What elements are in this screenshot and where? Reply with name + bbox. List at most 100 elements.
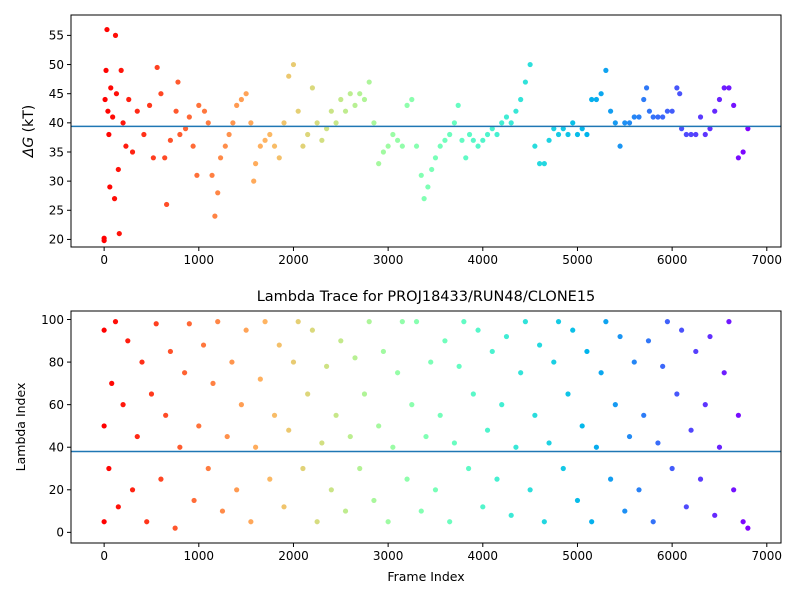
delta-g-point	[735, 155, 742, 161]
lambda-point	[579, 423, 585, 429]
lambda-point	[589, 519, 595, 525]
lambda-point	[707, 333, 713, 340]
lambda-point	[191, 497, 197, 504]
delta-g-point	[589, 96, 595, 103]
lambda-point	[522, 319, 529, 325]
delta-g-point	[466, 131, 473, 138]
delta-g-point	[570, 120, 576, 126]
delta-g-point	[342, 108, 349, 114]
delta-g-x-tick-label: 6000	[657, 253, 688, 267]
lambda-point	[271, 412, 278, 418]
delta-g-point	[110, 114, 116, 120]
delta-g-point	[480, 137, 486, 143]
lambda-point	[688, 427, 694, 433]
lambda-point	[418, 508, 424, 514]
delta-g-point	[404, 102, 410, 108]
lambda-x-tick-label: 3000	[373, 549, 404, 563]
delta-g-point	[222, 143, 228, 149]
lambda-point	[290, 359, 297, 365]
delta-g-point	[626, 120, 633, 126]
delta-g-point	[186, 114, 192, 120]
lambda-point	[172, 525, 178, 531]
lambda-point	[683, 504, 689, 510]
delta-g-point	[463, 155, 469, 161]
delta-g-point	[489, 126, 495, 132]
delta-g-x-tick-label: 3000	[373, 253, 404, 267]
delta-g-point	[175, 79, 181, 85]
lambda-point	[101, 423, 107, 429]
delta-g-point	[641, 96, 647, 103]
lambda-point	[333, 412, 339, 418]
delta-g-point	[731, 102, 737, 108]
lambda-point	[390, 444, 396, 450]
delta-g-point	[612, 120, 618, 126]
delta-g-point	[234, 102, 240, 108]
lambda-point	[560, 465, 566, 472]
lambda-point	[177, 444, 183, 450]
lambda-point	[513, 444, 519, 450]
delta-g-x-tick-label: 2000	[278, 253, 309, 267]
lambda-point	[129, 487, 136, 493]
lambda-point	[276, 342, 282, 348]
delta-g-point	[113, 91, 120, 97]
delta-g-point	[338, 96, 344, 103]
delta-g-point	[271, 143, 278, 149]
delta-g-point	[603, 67, 609, 73]
lambda-point	[693, 348, 699, 355]
delta-g-point	[105, 108, 111, 114]
delta-g-point	[281, 120, 287, 126]
lambda-point	[674, 391, 680, 397]
delta-g-point	[104, 26, 110, 33]
delta-g-point	[584, 131, 590, 138]
lambda-x-axis: 0 1000 2000 3000 4000 5000 6000 7000	[100, 543, 782, 563]
delta-g-panel: 0 1000 2000 3000 4000 5000 6000 7000 20 25 30 35 40…	[21, 14, 782, 267]
lambda-point	[380, 348, 386, 355]
delta-g-point	[484, 131, 491, 138]
lambda-point	[120, 402, 126, 408]
lambda-x-tick-label: 5000	[562, 549, 593, 563]
delta-g-point	[205, 120, 211, 126]
lambda-point	[541, 519, 547, 525]
lambda-point	[182, 370, 188, 376]
delta-g-point	[108, 85, 114, 91]
delta-g-point	[432, 155, 439, 161]
delta-g-point	[357, 91, 363, 97]
lambda-point	[726, 319, 732, 325]
lambda-point	[139, 359, 145, 365]
lambda-point	[144, 519, 150, 525]
lambda-point	[555, 319, 562, 325]
delta-g-point	[470, 137, 476, 143]
delta-g-point	[146, 102, 153, 108]
delta-g-point	[579, 126, 585, 132]
lambda-point	[612, 402, 618, 408]
lambda-point	[494, 476, 500, 482]
delta-g-point	[683, 131, 689, 138]
delta-g-y-tick-label: 35	[49, 145, 64, 159]
lambda-point	[546, 440, 552, 446]
delta-g-point	[154, 64, 160, 71]
delta-g-point	[305, 131, 311, 138]
delta-g-point	[257, 143, 263, 149]
lambda-point	[200, 342, 207, 348]
lambda-point	[451, 440, 457, 446]
delta-g-y-axis-label-symbol: ΔG	[21, 137, 37, 159]
lambda-x-tick-label: 0	[100, 549, 108, 563]
delta-g-point	[546, 137, 552, 143]
lambda-point	[447, 519, 453, 525]
lambda-point	[224, 433, 230, 440]
lambda-point	[376, 423, 382, 429]
delta-g-point	[679, 126, 685, 132]
delta-g-point	[120, 120, 126, 126]
lambda-panel: Lambda Trace for PROJ18433/RUN48/CLONE15…	[13, 289, 782, 584]
lambda-point	[626, 433, 633, 440]
lambda-point	[243, 327, 249, 333]
lambda-point	[134, 433, 140, 440]
delta-g-point	[702, 131, 708, 138]
lambda-point	[196, 423, 202, 429]
delta-g-point	[230, 120, 236, 126]
lambda-y-tick-label: 20	[49, 483, 64, 497]
delta-g-point	[371, 120, 377, 126]
delta-g-point	[173, 108, 179, 114]
lambda-point	[106, 465, 112, 472]
lambda-point	[305, 391, 311, 397]
